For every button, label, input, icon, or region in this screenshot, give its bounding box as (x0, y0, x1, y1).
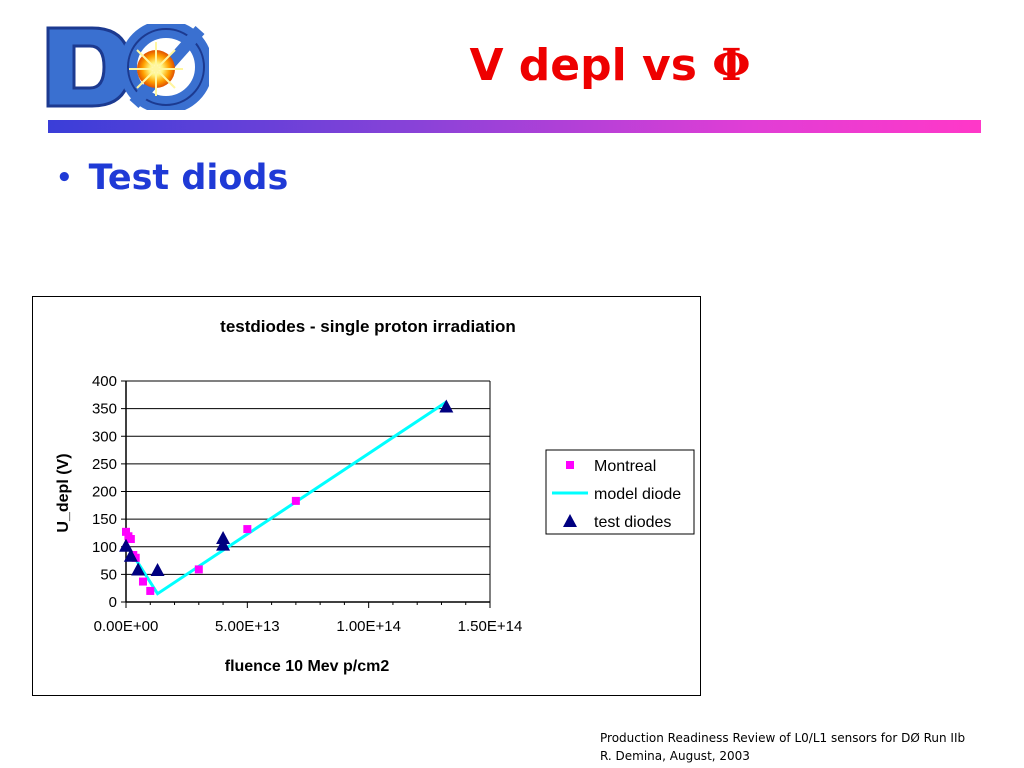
montreal-point (243, 525, 252, 534)
chart-svg: testdiodes - single proton irradiation 0… (55, 317, 695, 675)
x-tick-label: 1.50E+14 (458, 618, 523, 635)
slide-title-symbol: Φ (712, 40, 751, 91)
x-axis-label: fluence 10 Mev p/cm2 (225, 658, 390, 675)
y-tick-label: 400 (92, 373, 117, 390)
chart-title: testdiodes - single proton irradiation (220, 317, 516, 336)
footer-line-2: R. Demina, August, 2003 (600, 749, 750, 763)
slide-footer: Production Readiness Review of L0/L1 sen… (600, 729, 1020, 765)
chart-axes: 0 50 100 150 200 250 300 350 400 0.00E+00 5.00E+13… (92, 373, 522, 635)
y-tick-label: 0 (109, 594, 117, 611)
chart-gridlines (126, 380, 490, 603)
test-diode-point (131, 562, 146, 576)
test-diode-point (439, 399, 454, 413)
x-tick-label: 1.00E+14 (336, 618, 401, 635)
montreal-point (146, 586, 155, 595)
legend-label: model diode (594, 486, 681, 503)
montreal-point (194, 565, 203, 574)
y-tick-label: 350 (92, 401, 117, 418)
title-gradient-bar (48, 120, 981, 133)
y-tick-label: 50 (100, 566, 117, 583)
test-diode-point (216, 537, 231, 551)
test-diode-point (150, 563, 165, 577)
chart-series (119, 399, 454, 596)
bullet-text: Test diods (88, 158, 289, 198)
y-tick-label: 300 (92, 428, 117, 445)
series-model-diode-line (124, 400, 448, 596)
legend-label: test diodes (594, 514, 671, 531)
test-diode-point (216, 531, 231, 545)
do-experiment-logo (46, 24, 209, 110)
bullet-marker: • (56, 163, 73, 193)
chart-frame: testdiodes - single proton irradiation 0… (32, 296, 701, 696)
legend-test-diodes-marker (563, 514, 577, 527)
bullet-item: • Test diods (56, 150, 288, 206)
slide-title: V depl vs Φ (360, 36, 860, 96)
y-axis-label: U_depl (V) (55, 453, 72, 532)
legend-label: Montreal (594, 458, 656, 475)
legend-montreal-marker (566, 461, 574, 469)
montreal-point (291, 496, 300, 505)
chart-legend: Montreal model diode test diodes (545, 449, 695, 535)
test-diode-point (119, 538, 133, 552)
x-tick-label: 0.00E+00 (94, 618, 159, 635)
y-tick-label: 200 (92, 484, 117, 501)
x-tick-label: 5.00E+13 (215, 618, 280, 635)
montreal-point (126, 535, 135, 544)
footer-line-1: Production Readiness Review of L0/L1 sen… (600, 731, 966, 745)
y-tick-label: 250 (92, 456, 117, 473)
slide-title-text: V depl vs (469, 40, 713, 91)
montreal-point (122, 527, 130, 536)
montreal-point (138, 577, 147, 586)
test-diode-point (123, 548, 138, 562)
y-tick-label: 150 (92, 511, 117, 528)
y-tick-label: 100 (92, 539, 117, 556)
